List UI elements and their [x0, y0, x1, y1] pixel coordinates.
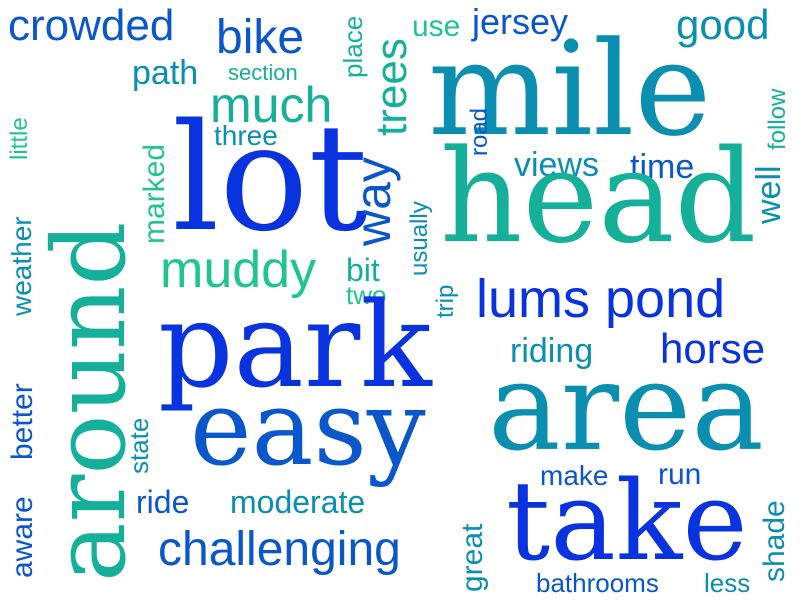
word-good: good	[676, 1, 770, 48]
word-mile: mile	[428, 13, 712, 165]
word-lums-pond: lums pond	[476, 269, 726, 329]
word-jersey: jersey	[472, 1, 569, 42]
word-muddy: muddy	[160, 241, 317, 299]
word-head: head	[440, 123, 757, 272]
word-usually: usually	[406, 201, 433, 276]
word-area: area	[488, 336, 764, 478]
word-shade: shade	[758, 500, 791, 582]
word-views: views	[514, 146, 600, 184]
word-around: around	[31, 221, 148, 582]
word-well: well	[750, 165, 788, 224]
word-much: much	[210, 77, 333, 133]
word-path: path	[132, 54, 199, 92]
word-better: better	[6, 383, 39, 460]
word-less: less	[704, 568, 751, 598]
word-bit: bit	[346, 252, 380, 288]
word-riding: riding	[510, 332, 594, 370]
word-trees: trees	[367, 38, 416, 136]
word-moderate: moderate	[230, 484, 366, 520]
word-bathrooms: bathrooms	[536, 568, 659, 598]
word-easy: easy	[190, 367, 426, 489]
word-ride: ride	[136, 484, 190, 520]
word-trip: trip	[432, 284, 459, 318]
word-place: place	[338, 15, 368, 78]
word-bike: bike	[216, 11, 305, 64]
word-three: three	[214, 120, 278, 151]
word-little: little	[6, 117, 33, 160]
word-way: way	[345, 157, 401, 246]
word-state: state	[124, 417, 154, 474]
word-take: take	[506, 457, 748, 585]
word-use: use	[412, 10, 461, 43]
word-park: park	[158, 276, 432, 414]
word-crowded: crowded	[8, 1, 175, 50]
word-aware: aware	[6, 496, 39, 578]
word-lot: lot	[172, 92, 368, 264]
word-marked: marked	[138, 143, 171, 244]
word-two: two	[346, 280, 387, 310]
word-time: time	[630, 148, 695, 186]
word-make: make	[540, 460, 609, 491]
word-section: section	[228, 60, 298, 85]
word-run: run	[658, 458, 702, 491]
word-challenging: challenging	[158, 523, 401, 576]
word-weather: weather	[6, 216, 37, 316]
word-great: great	[456, 523, 489, 592]
word-follow: follow	[764, 88, 791, 150]
word-horse: horse	[660, 325, 766, 372]
